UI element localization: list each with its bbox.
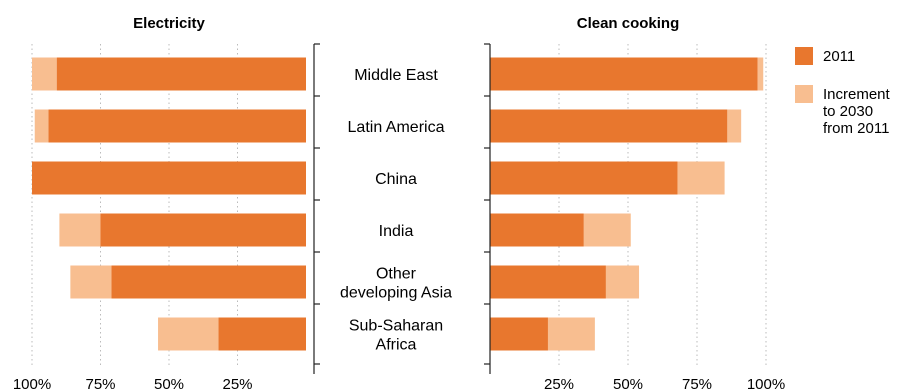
legend-swatch-2011 bbox=[795, 47, 813, 65]
bar-2011 bbox=[490, 109, 728, 143]
bar-increment bbox=[677, 161, 725, 195]
category-label: India bbox=[379, 223, 414, 240]
x-tick-label: 100% bbox=[747, 376, 785, 391]
bar-2011 bbox=[490, 57, 758, 91]
bar-2011 bbox=[56, 57, 306, 91]
legend-label: 2011 bbox=[823, 48, 855, 65]
legend-label: from 2011 bbox=[823, 120, 889, 137]
category-label: China bbox=[375, 171, 417, 188]
bar-increment bbox=[583, 213, 631, 247]
bar-increment bbox=[727, 109, 742, 143]
x-tick-label: 75% bbox=[85, 376, 115, 391]
bar-increment bbox=[158, 317, 219, 351]
bar-increment bbox=[34, 109, 49, 143]
x-tick-label: 75% bbox=[682, 376, 712, 391]
panel-title-clean-cooking: Clean cooking bbox=[577, 15, 680, 32]
bar-2011 bbox=[490, 317, 548, 351]
legend-label: Increment bbox=[823, 86, 891, 103]
bar-2011 bbox=[48, 109, 306, 143]
bar-2011 bbox=[32, 161, 306, 195]
x-tick-label: 100% bbox=[13, 376, 51, 391]
bar-increment bbox=[32, 57, 57, 91]
category-label: Africa bbox=[376, 337, 417, 354]
category-label: developing Asia bbox=[340, 285, 452, 302]
bar-increment bbox=[757, 57, 764, 91]
x-tick-label: 50% bbox=[613, 376, 643, 391]
bar-2011 bbox=[490, 213, 584, 247]
x-tick-label: 25% bbox=[544, 376, 574, 391]
x-tick-label: 50% bbox=[154, 376, 184, 391]
legend-swatch-increment bbox=[795, 85, 813, 103]
bar-2011 bbox=[490, 265, 606, 299]
category-label: Latin America bbox=[348, 119, 445, 136]
bar-increment bbox=[70, 265, 112, 299]
x-tick-label: 25% bbox=[222, 376, 252, 391]
category-label: Sub-Saharan bbox=[349, 318, 443, 335]
panel-title-electricity: Electricity bbox=[133, 15, 205, 32]
bar-increment bbox=[605, 265, 640, 299]
bar-2011 bbox=[111, 265, 307, 299]
bar-increment bbox=[59, 213, 101, 247]
bar-2011 bbox=[490, 161, 678, 195]
bar-2011 bbox=[100, 213, 306, 247]
category-label: Middle East bbox=[354, 67, 438, 84]
bar-increment bbox=[547, 317, 595, 351]
category-label: Other bbox=[376, 266, 417, 283]
bar-2011 bbox=[218, 317, 306, 351]
legend-label: to 2030 bbox=[823, 103, 873, 120]
